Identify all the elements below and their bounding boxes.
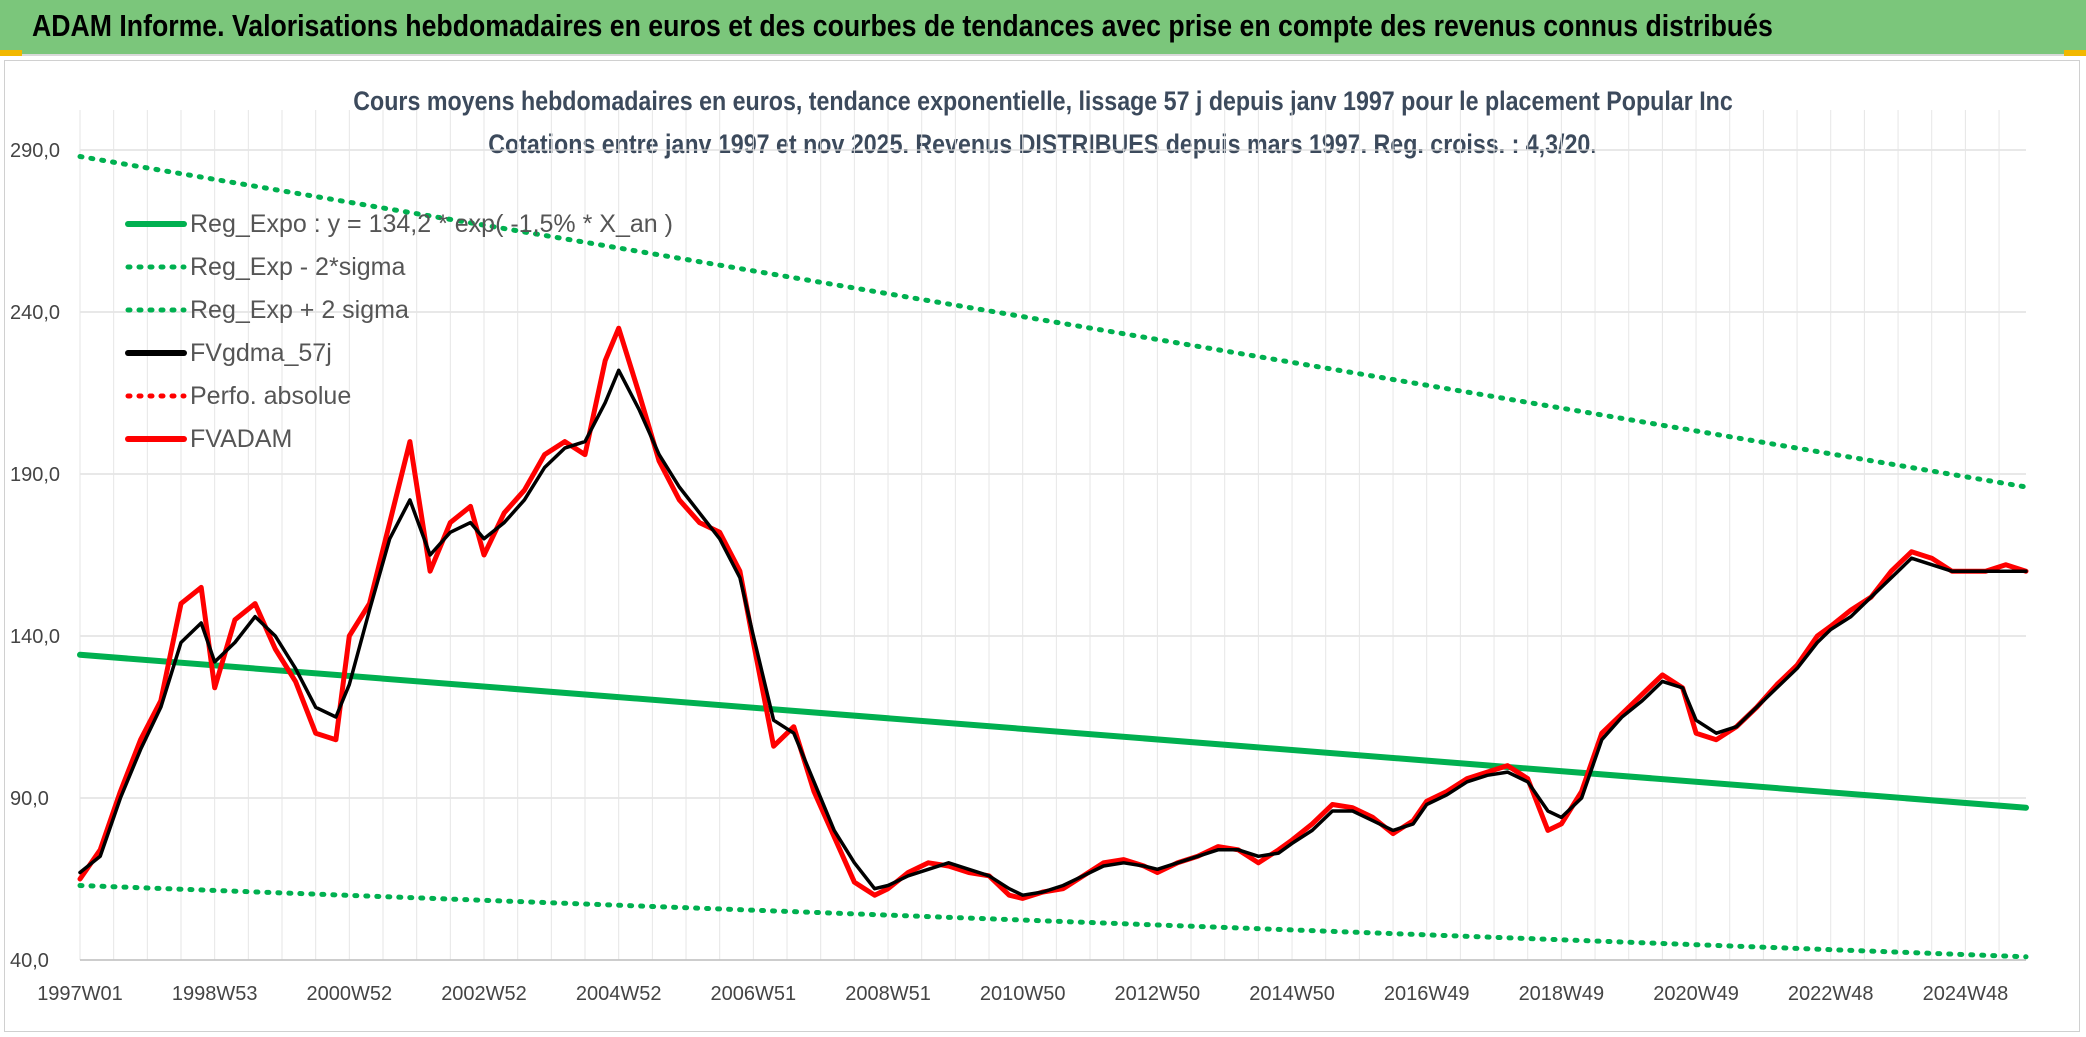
y-tick-label: 90,0: [10, 788, 49, 810]
x-tick-label: 2008W51: [845, 983, 931, 1005]
chart-subtitle-text: Cotations entre janv 1997 et nov 2025. R…: [488, 129, 1598, 159]
series-line-2: [77, 154, 2029, 490]
legend-label: Perfo. absolue: [190, 382, 351, 410]
x-tick-label: 2020W49: [1653, 983, 1739, 1005]
header-corner-left: [0, 50, 22, 56]
x-tick-label: 2006W51: [711, 983, 797, 1005]
x-tick-label: 1998W53: [172, 983, 258, 1005]
legend-label: FVADAM: [190, 425, 292, 453]
chart-title-text: Cours moyens hebdomadaires en euros, ten…: [353, 86, 1733, 116]
x-tick-label: 2022W48: [1788, 983, 1874, 1005]
series-line-3: [78, 368, 2028, 897]
chart-subtitle: Cotations entre janv 1997 et nov 2025. R…: [0, 129, 2086, 160]
legend-label: Reg_Expo : y = 134,2 * exp( -1,5% * X_an…: [190, 210, 673, 238]
report-header: ADAM Informe. Valorisations hebdomadaire…: [0, 0, 2086, 56]
x-tick-label: 2018W49: [1519, 983, 1605, 1005]
legend-label: Reg_Exp - 2*sigma: [190, 253, 405, 281]
y-tick-label: 140,0: [10, 626, 60, 648]
legend: Reg_Expo : y = 134,2 * exp( -1,5% * X_an…: [125, 210, 673, 453]
x-tick-label: 2014W50: [1249, 983, 1335, 1005]
y-tick-label: 290,0: [10, 140, 60, 162]
header-corner-right: [2064, 50, 2086, 56]
x-tick-label: 2010W50: [980, 983, 1066, 1005]
series-line-1: [77, 883, 2029, 960]
x-tick-label: 2016W49: [1384, 983, 1470, 1005]
x-tick-label: 1997W01: [37, 983, 123, 1005]
chart-title: Cours moyens hebdomadaires en euros, ten…: [0, 86, 2086, 117]
x-tick-label: 2002W52: [441, 983, 527, 1005]
x-tick-label: 2000W52: [307, 983, 393, 1005]
x-tick-label: 2024W48: [1923, 983, 2009, 1005]
y-tick-label: 40,0: [10, 950, 49, 972]
series-layer: [77, 154, 2029, 960]
x-tick-label: 2012W50: [1115, 983, 1201, 1005]
y-tick-label: 190,0: [10, 464, 60, 486]
series-line-5: [77, 325, 2029, 901]
y-tick-label: 240,0: [10, 302, 60, 324]
report-title: ADAM Informe. Valorisations hebdomadaire…: [32, 8, 1773, 43]
legend-label: Reg_Exp + 2 sigma: [190, 296, 409, 324]
x-tick-label: 2004W52: [576, 983, 662, 1005]
legend-label: FVgdma_57j: [190, 339, 332, 367]
series-line-0: [77, 651, 2029, 811]
chart-frame: [4, 60, 2080, 1032]
axes: 40,0 90,0 140,0 190,0 240,0 290,0 1997W01 1998W…: [10, 140, 2026, 1005]
